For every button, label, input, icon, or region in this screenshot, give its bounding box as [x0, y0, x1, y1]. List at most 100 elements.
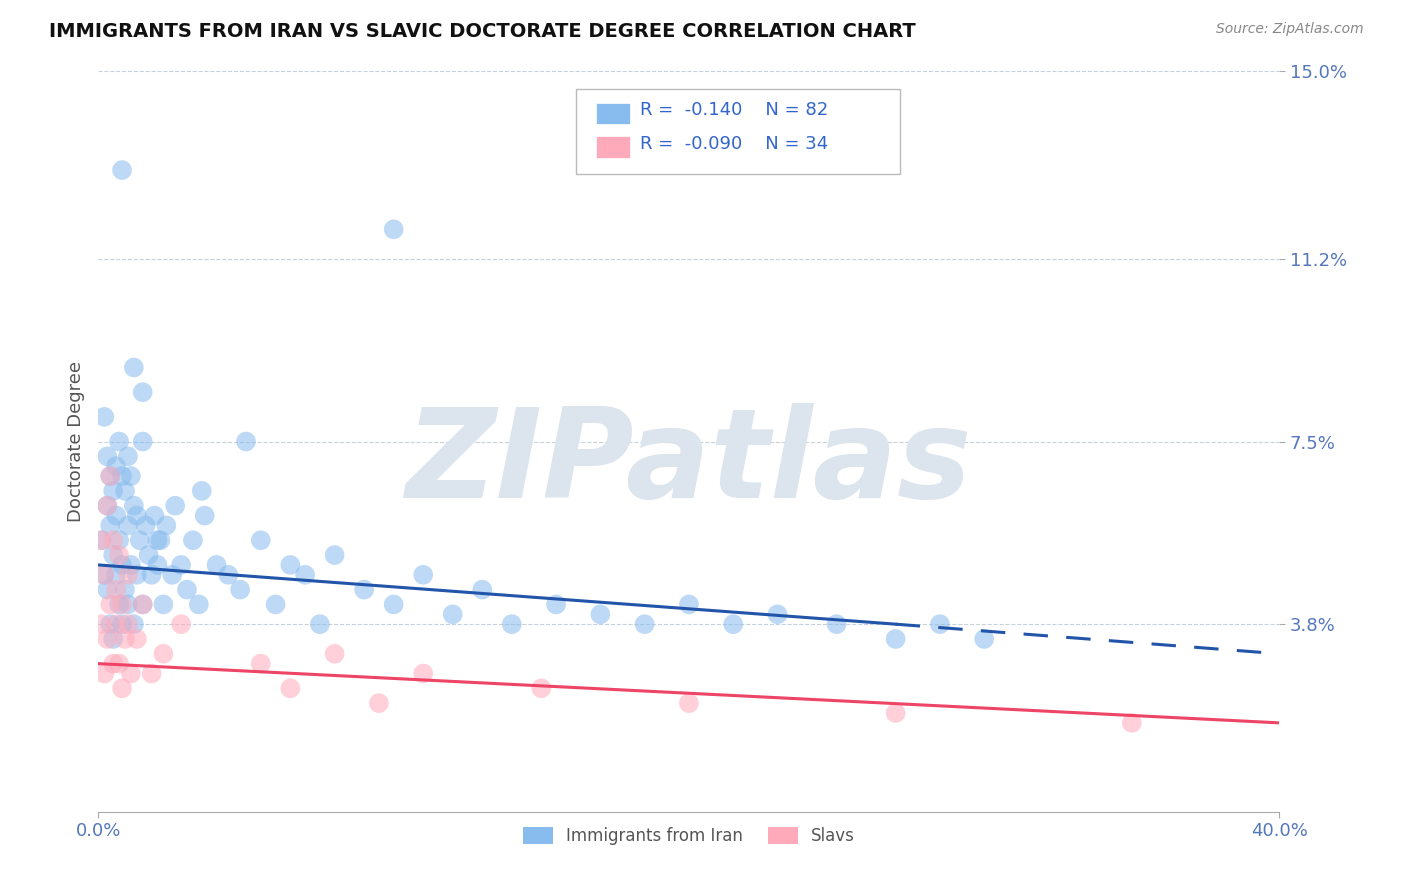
Point: [229, 582, 252, 597]
Point: [546, 598, 568, 612]
Text: R =  -0.090    N = 34: R = -0.090 N = 34: [640, 135, 828, 153]
Point: [723, 617, 745, 632]
Point: [105, 508, 128, 523]
Point: [117, 567, 139, 582]
Point: [111, 558, 134, 572]
Point: [93, 567, 115, 582]
Point: [93, 666, 115, 681]
Point: [132, 385, 155, 400]
Point: [205, 558, 228, 572]
Point: [98, 617, 121, 632]
Point: [135, 518, 157, 533]
Point: [103, 548, 125, 562]
Point: [170, 617, 193, 632]
Y-axis label: Doctorate Degree: Doctorate Degree: [66, 361, 84, 522]
Point: [122, 360, 145, 375]
Point: [368, 696, 391, 710]
Point: [250, 657, 273, 671]
Point: [146, 533, 169, 548]
Point: [122, 499, 145, 513]
Point: [96, 499, 118, 513]
Point: [117, 518, 139, 533]
Point: [530, 681, 553, 696]
Point: [103, 533, 125, 548]
Point: [165, 499, 187, 513]
Text: ZIPatlas: ZIPatlas: [406, 403, 972, 524]
Point: [973, 632, 995, 646]
Point: [98, 469, 121, 483]
Point: [678, 696, 700, 710]
Point: [108, 548, 131, 562]
Point: [105, 567, 128, 582]
Point: [929, 617, 952, 632]
Point: [105, 582, 128, 597]
Point: [117, 598, 139, 612]
Point: [111, 163, 134, 178]
Point: [382, 222, 405, 236]
Point: [1121, 715, 1143, 730]
Point: [884, 706, 907, 720]
Point: [678, 598, 700, 612]
Point: [96, 450, 118, 464]
Point: [141, 666, 163, 681]
Point: [120, 469, 142, 483]
Point: [143, 508, 166, 523]
Point: [96, 499, 118, 513]
Point: [235, 434, 257, 449]
Point: [111, 681, 134, 696]
Point: [162, 567, 183, 582]
Point: [98, 469, 121, 483]
Point: [90, 617, 112, 632]
Point: [128, 533, 150, 548]
Point: [93, 567, 115, 582]
Point: [412, 567, 434, 582]
Point: [501, 617, 523, 632]
Point: [152, 598, 174, 612]
Point: [412, 666, 434, 681]
Point: [280, 558, 302, 572]
Point: [825, 617, 848, 632]
Point: [111, 469, 134, 483]
Point: [471, 582, 494, 597]
Point: [120, 558, 142, 572]
Point: [103, 483, 125, 498]
Point: [114, 582, 136, 597]
Point: [96, 582, 118, 597]
Point: [125, 567, 148, 582]
Point: [264, 598, 287, 612]
Point: [105, 459, 128, 474]
Text: Source: ZipAtlas.com: Source: ZipAtlas.com: [1216, 22, 1364, 37]
Text: R =  -0.140    N = 82: R = -0.140 N = 82: [640, 101, 828, 119]
Point: [132, 598, 155, 612]
Point: [98, 518, 121, 533]
Point: [589, 607, 612, 622]
Point: [138, 548, 160, 562]
Point: [117, 450, 139, 464]
Point: [114, 483, 136, 498]
Point: [132, 434, 155, 449]
Text: IMMIGRANTS FROM IRAN VS SLAVIC DOCTORATE DEGREE CORRELATION CHART: IMMIGRANTS FROM IRAN VS SLAVIC DOCTORATE…: [49, 22, 915, 41]
Point: [98, 598, 121, 612]
Point: [634, 617, 657, 632]
Point: [382, 598, 405, 612]
Point: [132, 598, 155, 612]
Point: [105, 617, 128, 632]
Point: [117, 617, 139, 632]
Point: [152, 647, 174, 661]
Point: [323, 548, 346, 562]
Point: [90, 533, 112, 548]
Point: [187, 598, 209, 612]
Point: [884, 632, 907, 646]
Point: [191, 483, 214, 498]
Point: [90, 533, 112, 548]
Point: [96, 632, 118, 646]
Point: [122, 617, 145, 632]
Point: [149, 533, 172, 548]
Point: [146, 558, 169, 572]
Point: [441, 607, 464, 622]
Point: [103, 657, 125, 671]
Point: [108, 657, 131, 671]
Point: [353, 582, 375, 597]
Point: [103, 632, 125, 646]
Point: [194, 508, 217, 523]
